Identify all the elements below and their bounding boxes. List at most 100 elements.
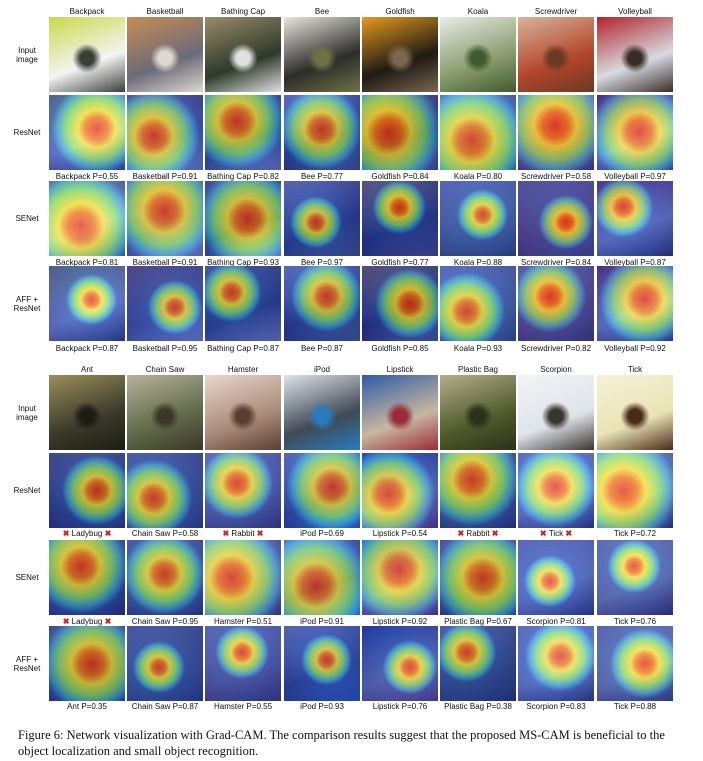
- image-overlay: [518, 181, 594, 256]
- gradcam-heatmap: [284, 540, 360, 615]
- gradcam-heatmap: [205, 540, 281, 615]
- gradcam-heatmap: [362, 266, 438, 341]
- input-image: [284, 17, 360, 92]
- gradcam-heatmap: [597, 453, 673, 528]
- prediction-label: iPod P=0.91: [300, 617, 344, 626]
- prediction-label: Hamster P=0.51: [213, 617, 273, 626]
- prediction-label: Backpack P=0.81: [55, 258, 119, 267]
- image-overlay: [362, 626, 438, 701]
- gradcam-heatmap: [127, 453, 203, 528]
- image-overlay: [597, 95, 673, 170]
- gradcam-heatmap: [518, 95, 594, 170]
- class-header: Backpack: [69, 7, 105, 16]
- prediction-label: Basketball P=0.91: [132, 258, 198, 267]
- prediction-label: Bathing Cap P=0.82: [207, 172, 279, 181]
- gradcam-heatmap: [518, 626, 594, 701]
- wrong-mark: ✖: [222, 529, 230, 538]
- gradcam-heatmap: [49, 266, 125, 341]
- image-overlay: [362, 266, 438, 341]
- prediction-label: Tick P=0.76: [613, 617, 657, 626]
- wrong-mark: ✖: [104, 529, 112, 538]
- image-overlay: [284, 626, 360, 701]
- prediction-label: Bathing Cap P=0.87: [207, 344, 279, 353]
- prediction-label: Tick P=0.72: [613, 529, 657, 538]
- gradcam-heatmap: [440, 95, 516, 170]
- input-image: [127, 375, 203, 450]
- prediction-label: Backpack P=0.55: [55, 172, 119, 181]
- class-header: Tick: [627, 365, 643, 374]
- prediction-label: Lipstick P=0.92: [372, 617, 428, 626]
- wrong-mark: ✖: [256, 529, 264, 538]
- image-overlay: [362, 540, 438, 615]
- image-overlay: [440, 95, 516, 170]
- prediction-label: Screwdriver P=0.82: [520, 344, 592, 353]
- class-header: Volleyball: [618, 7, 652, 16]
- image-overlay: [49, 266, 125, 341]
- gradcam-heatmap: [597, 540, 673, 615]
- image-overlay: [127, 181, 203, 256]
- prediction-label: Lipstick P=0.76: [372, 702, 428, 711]
- prediction-label: Goldfish P=0.77: [371, 258, 429, 267]
- gradcam-heatmap: [205, 626, 281, 701]
- image-overlay: [284, 453, 360, 528]
- gradcam-heatmap: [440, 453, 516, 528]
- gradcam-heatmap: [205, 453, 281, 528]
- gradcam-heatmap: [597, 626, 673, 701]
- prediction-label: Volleyball P=0.97: [604, 172, 666, 181]
- image-overlay: [127, 266, 203, 341]
- gradcam-heatmap: [284, 181, 360, 256]
- image-overlay: [127, 540, 203, 615]
- prediction-label: Basketball P=0.91: [132, 172, 198, 181]
- wrong-mark: ✖: [491, 529, 499, 538]
- label-text: Tick: [546, 529, 566, 538]
- image-overlay: [49, 453, 125, 528]
- image-overlay: [440, 626, 516, 701]
- gradcam-heatmap: [440, 181, 516, 256]
- wrong-mark: ✖: [62, 617, 70, 626]
- prediction-label: Chain Saw P=0.58: [131, 529, 199, 538]
- gradcam-heatmap: [362, 95, 438, 170]
- prediction-label: Screwdriver P=0.58: [520, 172, 592, 181]
- prediction-label: Goldfish P=0.85: [371, 344, 429, 353]
- wrong-mark: ✖: [457, 529, 465, 538]
- label-text: Ladybug: [69, 617, 105, 626]
- input-image: [284, 375, 360, 450]
- prediction-label: Bee P=0.97: [300, 258, 344, 267]
- image-overlay: [205, 540, 281, 615]
- gradcam-heatmap: [597, 266, 673, 341]
- image-overlay: [49, 95, 125, 170]
- prediction-label: Koala P=0.88: [453, 258, 503, 267]
- gradcam-heatmap: [362, 626, 438, 701]
- prediction-label: Screwdriver P=0.84: [520, 258, 592, 267]
- image-overlay: [205, 453, 281, 528]
- image-overlay: [49, 181, 125, 256]
- image-overlay: [597, 540, 673, 615]
- image-overlay: [597, 453, 673, 528]
- image-overlay: [440, 181, 516, 256]
- prediction-label: Plastic Bag P=0.67: [444, 617, 512, 626]
- gradcam-heatmap: [127, 266, 203, 341]
- prediction-label: Hamster P=0.55: [213, 702, 273, 711]
- image-overlay: [284, 540, 360, 615]
- image-overlay: [518, 266, 594, 341]
- input-image: [362, 17, 438, 92]
- row-label: AFF + ResNet: [13, 654, 41, 673]
- class-header: Koala: [467, 7, 489, 16]
- label-text: Rabbit: [229, 529, 257, 538]
- image-overlay: [440, 540, 516, 615]
- image-overlay: [49, 626, 125, 701]
- prediction-label: Ant P=0.35: [67, 702, 107, 711]
- image-overlay: [518, 453, 594, 528]
- prediction-label: Goldfish P=0.84: [371, 172, 429, 181]
- gradcam-heatmap: [518, 181, 594, 256]
- gradcam-heatmap: [284, 453, 360, 528]
- input-image: [362, 375, 438, 450]
- gradcam-heatmap: [127, 95, 203, 170]
- gradcam-heatmap: [284, 95, 360, 170]
- gradcam-heatmap: [597, 95, 673, 170]
- gradcam-heatmap: [49, 453, 125, 528]
- gradcam-heatmap: [127, 540, 203, 615]
- image-overlay: [205, 266, 281, 341]
- image-overlay: [362, 181, 438, 256]
